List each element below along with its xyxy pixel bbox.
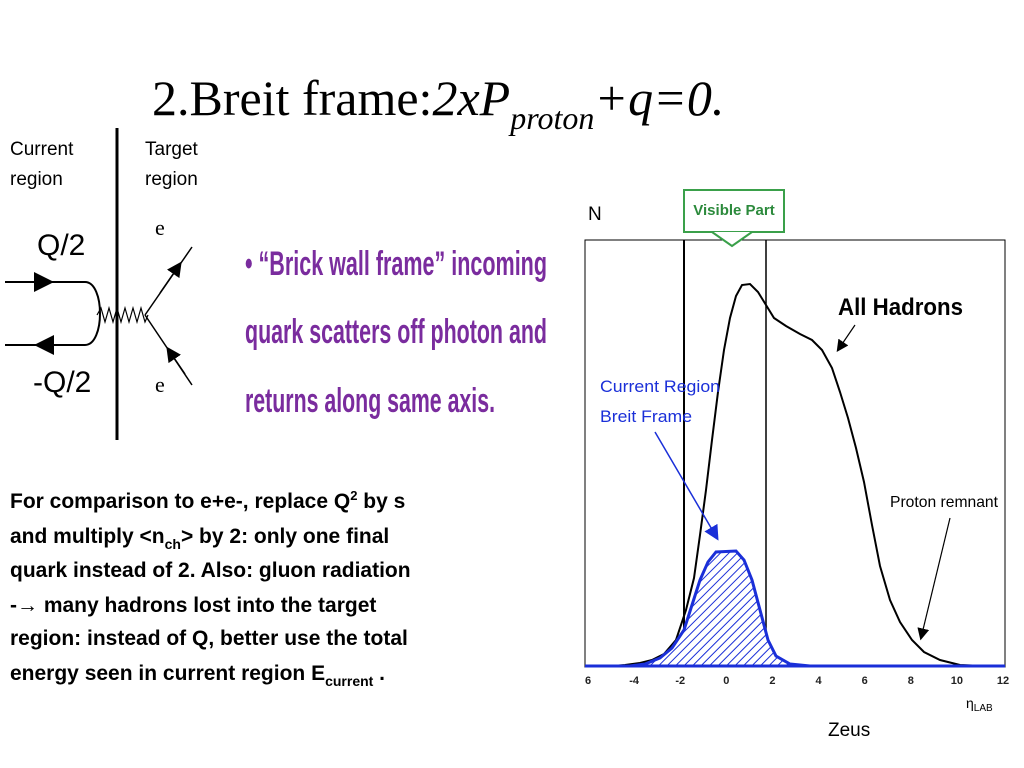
para-sub: current: [325, 673, 374, 689]
current-region-curve: [629, 549, 811, 668]
all-hadrons-curve: [611, 282, 986, 667]
slide-title: 2.Breit frame:2xPproton+q=0.: [152, 70, 724, 136]
credit: Zeus: [828, 720, 870, 741]
annotation-arrow: [654, 431, 719, 541]
para-text: many hadrons lost into the target: [38, 594, 376, 617]
photon-line: [96, 305, 149, 325]
x-tick-label: 6: [862, 675, 868, 687]
region-label: region: [10, 169, 63, 190]
x-tick-label: 6: [585, 675, 591, 687]
para-text: quark instead of 2. Also: gluon radiatio…: [10, 559, 411, 582]
region-label: Target: [145, 139, 199, 160]
charge-label: Q/2: [37, 229, 85, 262]
title-formula-end: +q=0.: [594, 70, 724, 126]
x-tick-label: 10: [951, 675, 963, 687]
para-text: > by 2: only one final: [181, 525, 389, 548]
visible-label: Visible Part: [693, 202, 774, 219]
para-arrow: →: [17, 594, 38, 617]
para-text: and multiply <n: [10, 525, 165, 548]
paragraph: For comparison to e+e-, replace Q2 by s …: [10, 488, 411, 689]
para-text: region: instead of Q, better use the tot…: [10, 627, 408, 650]
annotation: Current Region: [600, 377, 720, 396]
svg-text:energy seen in current region: energy seen in current region Ecurrent .: [10, 662, 385, 689]
arrow: [166, 346, 186, 375]
x-tick-label: 4: [815, 675, 822, 687]
annotation: Proton remnant: [890, 494, 999, 511]
breit-diagram: Current region Target region Q/2 -Q/2 e …: [5, 128, 199, 440]
region-label: Current: [10, 139, 74, 160]
title-text: 2.Breit frame:: [152, 70, 432, 126]
annotation: Breit Frame: [600, 407, 692, 426]
x-label: ηLAB: [966, 695, 993, 714]
figure: N Visible Part All Hadrons Current Regio…: [584, 189, 1009, 741]
x-tick-label: -4: [629, 675, 640, 687]
para-text: .: [373, 662, 385, 685]
para-text: -: [10, 594, 17, 617]
title-formula: 2xP: [432, 70, 510, 126]
svg-text:-→ many hadrons lost into the: -→ many hadrons lost into the target: [10, 594, 376, 617]
x-ticks: 6 -4 -2 0 2 4 6 8 10 12: [585, 675, 1009, 687]
para-sub: ch: [165, 536, 181, 552]
x-tick-label: 0: [723, 675, 729, 687]
charge-label: -Q/2: [33, 366, 91, 399]
bullet-line: quark scatters off photon and: [245, 313, 547, 351]
title-subscript: proton: [508, 100, 594, 136]
para-text: energy seen in current region E: [10, 662, 325, 685]
bullet-line: returns along same axis.: [245, 382, 495, 420]
electron-label: e: [155, 215, 165, 240]
y-label: N: [588, 204, 602, 225]
x-tick-label: 2: [769, 675, 775, 687]
region-label: region: [145, 169, 198, 190]
x-label-sub: LAB: [974, 703, 993, 714]
arrow: [159, 261, 182, 294]
annotation-arrow: [836, 324, 856, 352]
x-tick-label: 12: [997, 675, 1009, 687]
quark-line: [5, 281, 101, 346]
para-text: For comparison to e+e-, replace Q: [10, 490, 350, 513]
x-tick-label: -2: [675, 675, 685, 687]
electron-label: e: [155, 372, 165, 397]
annotation-arrow: [917, 517, 951, 641]
svg-text:and multiply <nch> by 2: only: and multiply <nch> by 2: only one final: [10, 525, 389, 552]
bullet-line: • “Brick wall frame” incoming: [245, 245, 547, 283]
visible-pointer: [711, 231, 753, 248]
para-text: by s: [357, 490, 405, 513]
para-sup: 2: [350, 488, 357, 503]
svg-text:For comparison to e+e-, replac: For comparison to e+e-, replace Q2 by s: [10, 488, 405, 513]
annotation: All Hadrons: [838, 294, 963, 321]
x-tick-label: 8: [908, 675, 914, 687]
x-label-text: η: [966, 695, 974, 711]
